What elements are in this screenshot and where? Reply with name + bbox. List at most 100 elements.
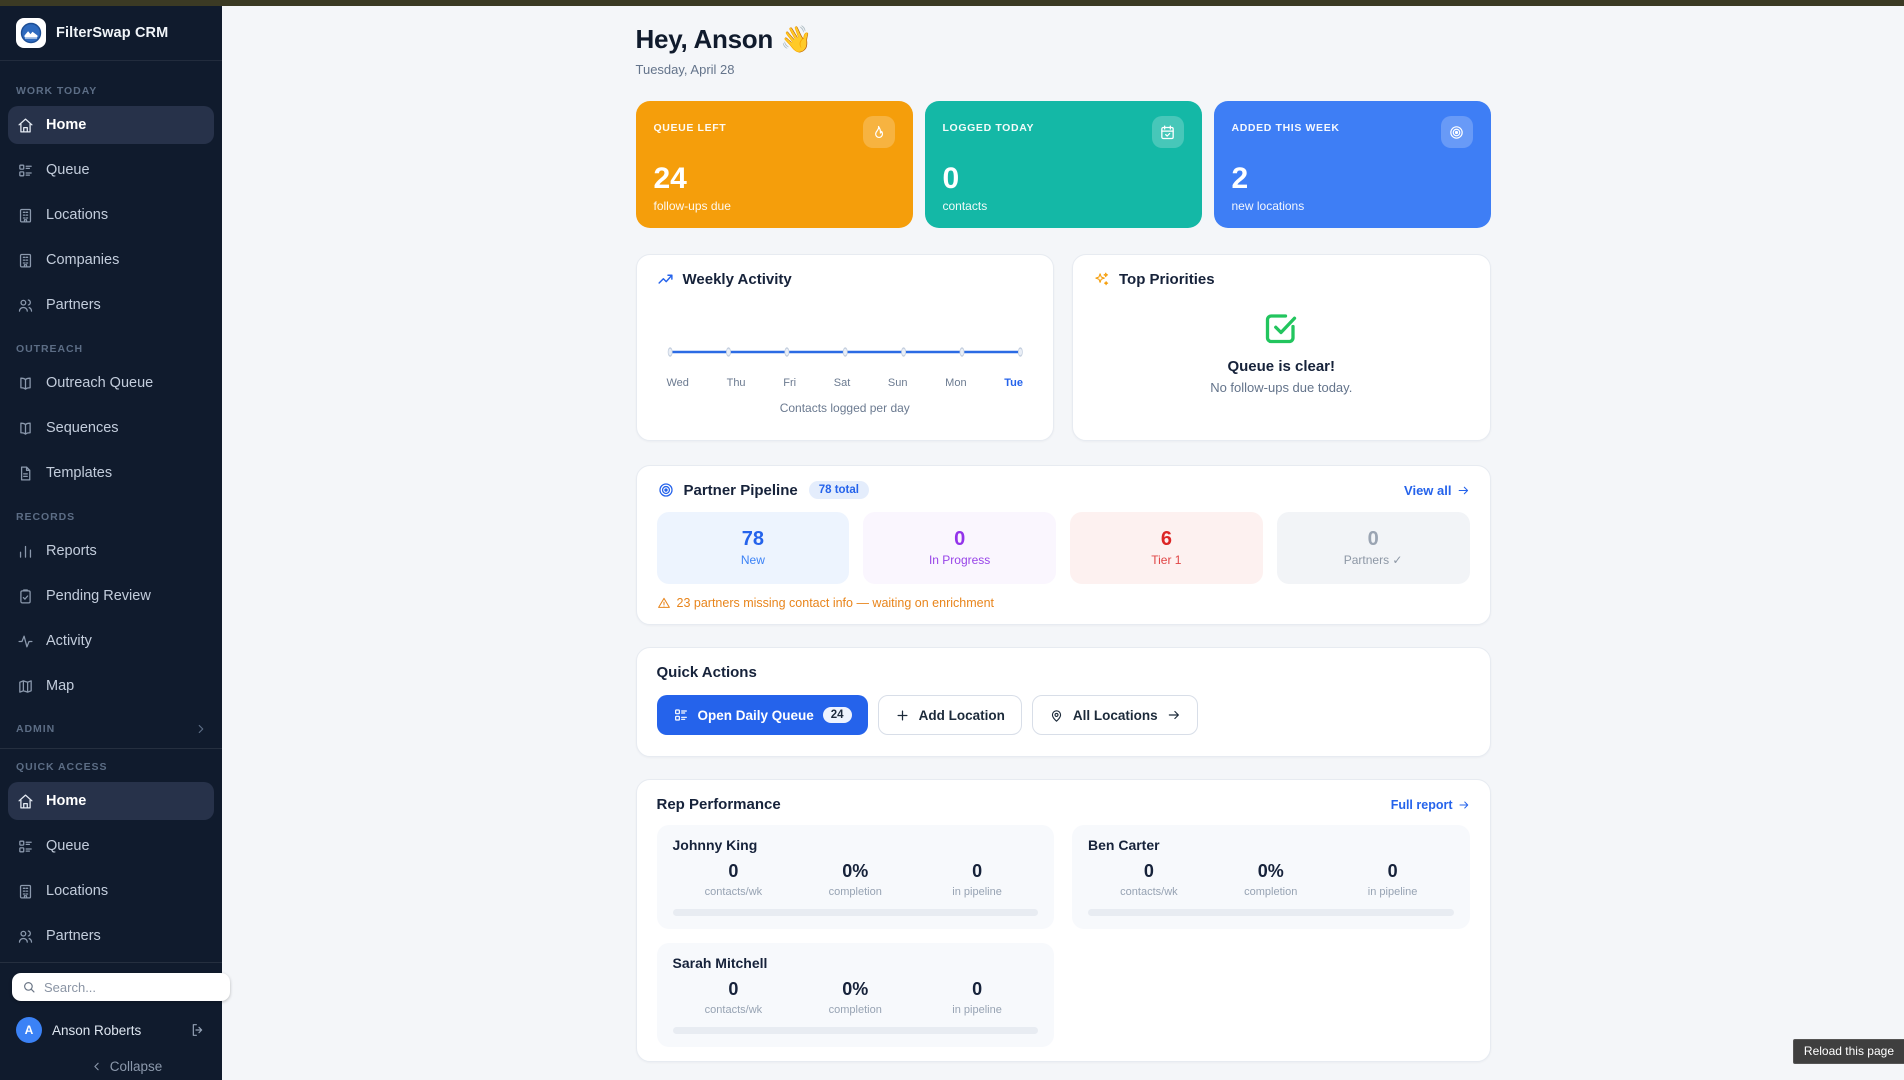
card-title: Quick Actions xyxy=(656,664,757,681)
day-label: Wed xyxy=(666,377,689,389)
day-label: Sun xyxy=(887,377,908,389)
collapse-button[interactable]: Collapse xyxy=(0,1053,222,1074)
sidebar-section-admin[interactable]: ADMIN xyxy=(0,722,222,736)
pipeline-tile-partners[interactable]: 0 Partners ✓ xyxy=(1276,512,1470,584)
sidebar-item-label: Locations xyxy=(46,883,109,899)
sidebar-search[interactable] xyxy=(12,973,230,1001)
stat-card-added-this-week[interactable]: ADDED THIS WEEK 2 new locations xyxy=(1213,101,1491,228)
tile-label: Tier 1 xyxy=(1151,553,1182,567)
check-square-icon xyxy=(1263,310,1299,346)
pipeline-tile-new[interactable]: 78 New xyxy=(656,512,850,584)
stat-sublabel: contacts xyxy=(942,199,988,213)
rep-tile-ben-carter[interactable]: Ben Carter 0 contacts/wk 0% completion 0 in… xyxy=(1072,825,1470,929)
sidebar-item-pending-review[interactable]: Pending Review xyxy=(8,577,214,615)
view-all-link[interactable]: View all xyxy=(1404,483,1469,498)
collapse-label: Collapse xyxy=(109,1059,163,1074)
sidebar-item-map[interactable]: Map xyxy=(8,667,214,705)
page-date: Tuesday, April 28 xyxy=(635,62,735,77)
main-content: Hey, Anson 👋 Tuesday, April 28 QUEUE LEF… xyxy=(222,0,1904,1080)
rep-stat-label: contacts/wk xyxy=(1120,885,1178,898)
day-label: Mon xyxy=(945,377,967,389)
rep-progress-bar xyxy=(1088,908,1454,916)
target-icon xyxy=(657,481,675,499)
all-locations-button[interactable]: All Locations xyxy=(1031,695,1198,735)
rep-stat-value: 0 xyxy=(728,861,739,881)
brand-logo-icon xyxy=(16,18,46,48)
divider xyxy=(0,748,222,749)
sidebar-item-label: Activity xyxy=(46,633,92,649)
logout-button[interactable] xyxy=(190,1022,206,1038)
search-input[interactable] xyxy=(44,979,220,995)
rep-stat-value: 0 xyxy=(972,978,983,999)
activity-line-chart: Wed Thu Fri Sat Sun Mon Tue Contacts log… xyxy=(657,288,1034,415)
quick-actions-card: Quick Actions Open Daily Queue 24 Add Lo… xyxy=(635,647,1491,757)
queue-list-icon xyxy=(673,707,689,723)
rep-stat-value: 0 xyxy=(1143,861,1154,881)
arrow-right-icon xyxy=(1458,799,1470,811)
user-row[interactable]: A Anson Roberts xyxy=(0,1013,222,1053)
sidebar-item-home[interactable]: Home xyxy=(8,106,214,144)
sidebar-item-queue[interactable]: Queue xyxy=(8,151,214,189)
map-pin-icon xyxy=(1049,708,1064,723)
sidebar-item-label: Home xyxy=(46,793,87,809)
open-daily-queue-button[interactable]: Open Daily Queue 24 xyxy=(656,695,868,735)
tile-value: 0 xyxy=(954,528,966,550)
stat-cards-row: QUEUE LEFT 24 follow-ups due LOGGED TODA… xyxy=(635,101,1491,228)
stat-card-logged-today[interactable]: LOGGED TODAY 0 contacts xyxy=(924,101,1202,228)
total-badge: 78 total xyxy=(808,481,869,499)
search-icon xyxy=(22,980,36,994)
tile-label: Partners ✓ xyxy=(1343,553,1403,567)
sidebar-item-sequences[interactable]: Sequences xyxy=(8,409,214,447)
sidebar-item-templates[interactable]: Templates xyxy=(8,454,214,492)
rep-stat-label: completion xyxy=(1244,885,1298,898)
sidebar-item-label: Pending Review xyxy=(46,588,151,604)
sidebar-item-quick-queue[interactable]: Queue xyxy=(8,827,214,865)
sidebar-item-quick-home[interactable]: Home xyxy=(8,782,214,820)
add-location-button[interactable]: Add Location xyxy=(877,695,1022,735)
flame-icon xyxy=(862,116,895,148)
warning-triangle-icon xyxy=(657,596,671,610)
section-label-records: RECORDS xyxy=(16,511,76,523)
sidebar-item-reports[interactable]: Reports xyxy=(8,532,214,570)
rep-stat-label: contacts/wk xyxy=(704,885,763,898)
rep-tile-johnny-king[interactable]: Johnny King 0 contacts/wk 0% completion 0 i… xyxy=(656,825,1054,929)
rep-stat-label: in pipeline xyxy=(952,885,1002,898)
sidebar-item-label: Sequences xyxy=(46,420,119,436)
chevron-left-icon xyxy=(90,1060,103,1073)
card-title: Rep Performance xyxy=(656,796,781,813)
rep-tile-sarah-mitchell[interactable]: Sarah Mitchell 0 contacts/wk 0% completion… xyxy=(656,942,1054,1047)
sidebar-item-label: Queue xyxy=(46,838,90,854)
trending-up-icon xyxy=(657,271,674,288)
rep-stat-label: in pipeline xyxy=(952,1003,1002,1016)
brand-name: FilterSwap CRM xyxy=(56,25,169,41)
tile-label: In Progress xyxy=(928,553,991,567)
sidebar-item-outreach-queue[interactable]: Outreach Queue xyxy=(8,364,214,402)
empty-state-title: Queue is clear! xyxy=(1227,357,1336,375)
button-label: Open Daily Queue xyxy=(697,707,814,723)
rep-stat-value: 0 xyxy=(1387,861,1398,881)
rep-stat-label: contacts/wk xyxy=(704,1003,763,1016)
target-icon xyxy=(1440,116,1473,148)
rep-name: Sarah Mitchell xyxy=(672,954,768,971)
pipeline-tile-in-progress[interactable]: 0 In Progress xyxy=(863,512,1056,584)
weekly-activity-card: Weekly Activity xyxy=(635,254,1054,441)
sidebar-item-quick-partners[interactable]: Partners xyxy=(8,917,214,955)
stat-value: 0 xyxy=(942,162,960,195)
stat-sublabel: new locations xyxy=(1231,199,1305,213)
sidebar-item-label: Partners xyxy=(46,928,101,944)
stat-card-queue-left[interactable]: QUEUE LEFT 24 follow-ups due xyxy=(635,101,913,228)
sidebar-item-label: Companies xyxy=(46,252,120,268)
day-label: Fri xyxy=(783,377,797,389)
sidebar-item-locations[interactable]: Locations xyxy=(8,196,214,234)
empty-state-subtitle: No follow-ups due today. xyxy=(1210,379,1353,395)
stat-value: 24 xyxy=(653,162,687,195)
sidebar-item-partners[interactable]: Partners xyxy=(8,286,214,324)
pipeline-tile-tier1[interactable]: 6 Tier 1 xyxy=(1070,512,1263,584)
sidebar-item-companies[interactable]: Companies xyxy=(8,241,214,279)
full-report-link[interactable]: Full report xyxy=(1391,798,1470,812)
card-title: Partner Pipeline xyxy=(683,481,798,499)
sidebar-item-activity[interactable]: Activity xyxy=(8,622,214,660)
sidebar-item-quick-locations[interactable]: Locations xyxy=(8,872,214,910)
sidebar-item-label: Reports xyxy=(46,543,97,559)
plus-icon xyxy=(895,708,910,723)
